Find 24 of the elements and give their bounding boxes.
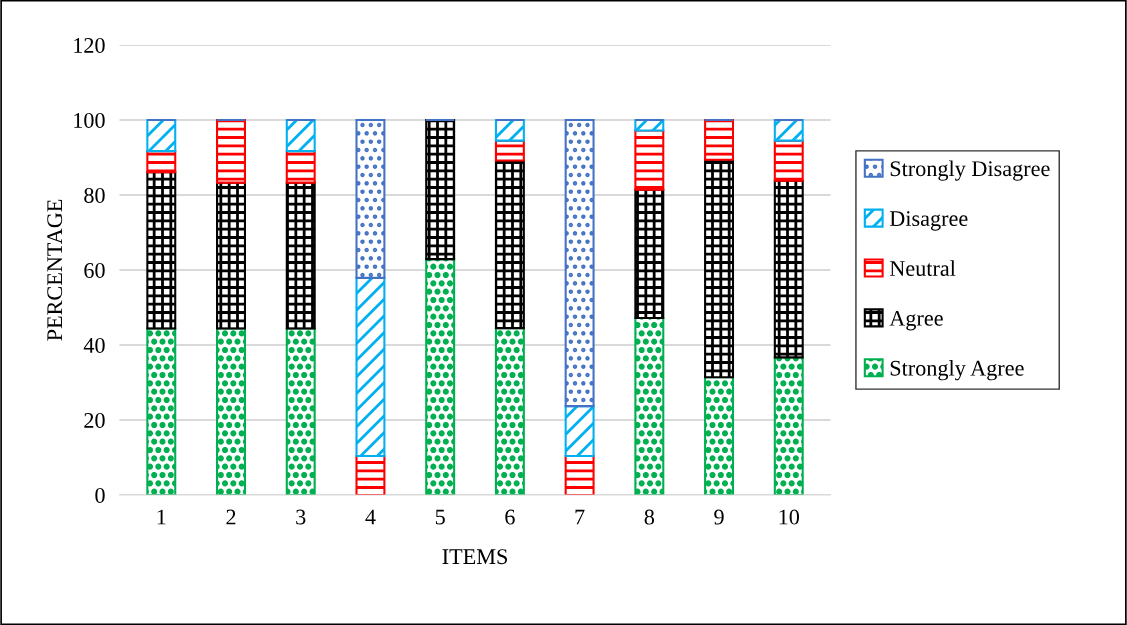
y-axis-title: PERCENTAGE [47, 199, 63, 341]
y-tick-label: 120 [74, 37, 105, 53]
legend-label: Agree [889, 310, 943, 331]
x-axis-title: ITEMS [442, 549, 507, 565]
y-tick-label: 40 [83, 337, 105, 353]
x-tick-label: 7 [575, 509, 585, 525]
y-tick-label: 20 [84, 412, 105, 428]
x-tick-label: 10 [779, 509, 800, 525]
y-tick-label: 0 [95, 487, 105, 503]
y-tick-label: 60 [84, 262, 105, 278]
legend-label: Disagree [889, 211, 968, 231]
x-tick-label: 8 [644, 509, 655, 525]
x-tick-label: 9 [714, 509, 724, 525]
x-tick-label: 5 [435, 509, 445, 525]
y-tick-label: 80 [84, 187, 105, 203]
legend-label: Strongly Agree [890, 360, 1024, 381]
x-tick-label: 4 [365, 509, 376, 525]
x-tick-label: 3 [296, 509, 306, 525]
x-tick-label: 6 [505, 509, 515, 525]
x-tick-label: 2 [226, 509, 236, 525]
x-tick-label: 1 [157, 509, 166, 525]
y-tick-label: 100 [74, 112, 105, 128]
legend-label: Strongly Disagree [890, 160, 1050, 181]
legend-label: Neutral [889, 260, 956, 276]
